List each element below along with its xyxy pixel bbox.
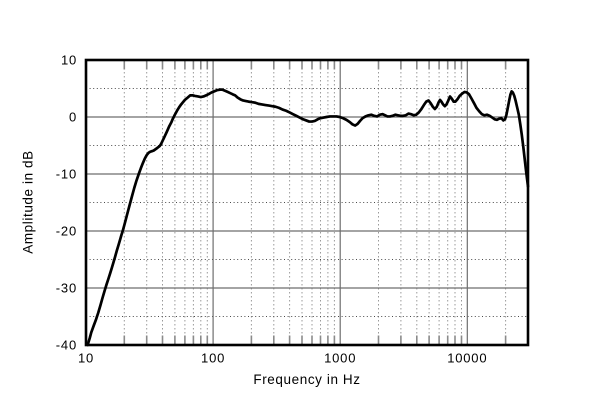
y-tick-label: -40 bbox=[56, 338, 77, 353]
x-tick-labels: 10 100 1000 10000 bbox=[78, 351, 487, 366]
y-tick-label: -30 bbox=[56, 281, 77, 296]
y-tick-label: -10 bbox=[56, 167, 77, 182]
y-tick-labels: 10 0 -10 -20 -30 -40 bbox=[56, 53, 77, 353]
grid-layer bbox=[86, 60, 528, 345]
x-tick-label: 100 bbox=[201, 351, 225, 366]
y-tick-label: 10 bbox=[61, 53, 77, 68]
x-tick-label: 10 bbox=[78, 351, 94, 366]
y-tick-label: 0 bbox=[69, 110, 77, 125]
x-tick-label: 10000 bbox=[447, 351, 487, 366]
plot-border bbox=[84, 58, 530, 347]
response-curve bbox=[86, 88, 530, 347]
y-axis-title: Amplitude in dB bbox=[20, 150, 36, 254]
x-axis-title: Frequency in Hz bbox=[253, 372, 361, 387]
y-tick-label: -20 bbox=[56, 224, 77, 239]
x-tick-label: 1000 bbox=[324, 351, 356, 366]
